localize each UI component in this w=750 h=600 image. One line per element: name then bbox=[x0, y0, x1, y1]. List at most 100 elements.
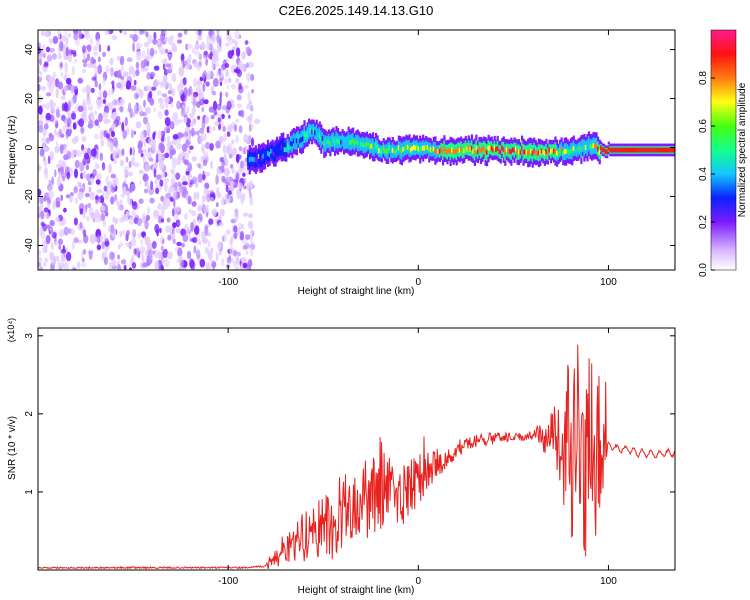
noise-speckle bbox=[111, 80, 115, 86]
ridge-core bbox=[308, 128, 311, 134]
noise-speckle bbox=[93, 51, 98, 56]
noise-speckle bbox=[183, 87, 188, 96]
noise-speckle bbox=[44, 123, 49, 130]
noise-speckle bbox=[103, 185, 108, 192]
noise-speckle bbox=[73, 58, 78, 63]
ridge-core bbox=[549, 149, 553, 155]
noise-speckle bbox=[181, 242, 185, 248]
ridge-core bbox=[513, 147, 516, 153]
noise-speckle bbox=[155, 153, 159, 164]
ridge-core bbox=[598, 149, 601, 155]
noise-speckle bbox=[82, 51, 86, 61]
snr-y-multiplier: (x10⁴) bbox=[6, 318, 16, 342]
noise-speckle bbox=[150, 86, 157, 91]
noise-speckle bbox=[71, 265, 76, 270]
noise-speckle bbox=[164, 30, 168, 37]
noise-speckle bbox=[96, 38, 100, 48]
noise-speckle bbox=[77, 77, 84, 84]
noise-speckle bbox=[248, 61, 254, 68]
noise-speckle bbox=[71, 137, 78, 145]
ridge-core bbox=[315, 129, 318, 135]
ridge-core bbox=[294, 139, 297, 145]
ridge-core bbox=[292, 138, 295, 144]
noise-speckle bbox=[216, 69, 221, 78]
noise-speckle bbox=[117, 205, 121, 210]
noise-speckle bbox=[219, 208, 225, 217]
noise-speckle bbox=[164, 152, 170, 159]
noise-speckle bbox=[84, 57, 88, 64]
ridge-core bbox=[540, 148, 543, 154]
noise-speckle bbox=[246, 72, 252, 82]
noise-speckle bbox=[103, 257, 108, 265]
noise-speckle-region bbox=[38, 30, 261, 270]
noise-speckle bbox=[199, 164, 204, 170]
noise-speckle bbox=[172, 169, 175, 179]
noise-speckle bbox=[241, 51, 247, 60]
noise-speckle bbox=[44, 257, 49, 263]
noise-speckle bbox=[106, 140, 112, 148]
noise-speckle bbox=[128, 65, 135, 75]
ridge-core bbox=[571, 148, 574, 154]
noise-speckle bbox=[226, 100, 232, 110]
ridge-core bbox=[525, 149, 528, 155]
noise-speckle bbox=[191, 176, 197, 185]
noise-speckle bbox=[205, 171, 211, 177]
noise-speckle bbox=[132, 146, 135, 157]
noise-speckle bbox=[228, 153, 233, 159]
noise-speckle bbox=[82, 62, 88, 68]
noise-speckle bbox=[161, 93, 167, 98]
ridge-core bbox=[673, 147, 675, 153]
noise-speckle bbox=[143, 138, 147, 148]
ridge-core bbox=[521, 145, 524, 151]
noise-speckle bbox=[128, 102, 132, 113]
ridge-core bbox=[619, 147, 623, 153]
noise-speckle bbox=[85, 192, 90, 198]
noise-speckle bbox=[157, 203, 163, 210]
ridge-core bbox=[358, 141, 361, 147]
noise-speckle bbox=[246, 116, 252, 122]
x-tick-label: 100 bbox=[600, 277, 617, 288]
ridge-core bbox=[589, 144, 592, 150]
noise-speckle bbox=[231, 49, 235, 56]
noise-speckle bbox=[188, 149, 192, 154]
noise-speckle bbox=[242, 262, 248, 269]
noise-speckle bbox=[78, 30, 82, 40]
noise-speckle bbox=[108, 251, 114, 261]
ridge-core bbox=[276, 147, 279, 153]
noise-speckle bbox=[196, 240, 200, 246]
noise-speckle bbox=[79, 221, 83, 229]
noise-speckle bbox=[129, 34, 133, 39]
ridge-core bbox=[432, 146, 435, 152]
colorbar-tick-label: 0.0 bbox=[698, 263, 709, 277]
ridge-core bbox=[548, 147, 551, 153]
noise-speckle bbox=[105, 133, 110, 139]
noise-speckle bbox=[43, 207, 49, 213]
ridge-core bbox=[604, 149, 607, 155]
noise-speckle bbox=[139, 169, 144, 174]
ridge-core bbox=[511, 147, 515, 153]
noise-speckle bbox=[153, 168, 157, 178]
noise-speckle bbox=[170, 34, 174, 42]
ridge-core bbox=[554, 148, 557, 154]
noise-speckle bbox=[200, 156, 205, 162]
ridge-core bbox=[300, 137, 303, 143]
noise-speckle bbox=[206, 126, 210, 134]
noise-speckle bbox=[183, 116, 187, 124]
noise-speckle bbox=[211, 208, 217, 217]
noise-speckle bbox=[98, 83, 102, 91]
ridge-core bbox=[621, 147, 624, 153]
noise-speckle bbox=[60, 72, 64, 77]
noise-speckle bbox=[191, 201, 197, 207]
noise-speckle bbox=[59, 41, 64, 52]
ridge-core bbox=[311, 129, 314, 135]
ridge-core bbox=[482, 145, 486, 151]
snr-x-axis-label: Height of straight line (km) bbox=[298, 585, 415, 596]
noise-speckle bbox=[213, 109, 218, 116]
noise-speckle bbox=[141, 212, 147, 220]
noise-speckle bbox=[217, 241, 222, 251]
noise-speckle bbox=[119, 97, 125, 106]
noise-speckle bbox=[201, 143, 205, 154]
noise-speckle bbox=[188, 85, 193, 96]
ridge-core bbox=[607, 145, 610, 151]
noise-speckle bbox=[55, 163, 62, 168]
